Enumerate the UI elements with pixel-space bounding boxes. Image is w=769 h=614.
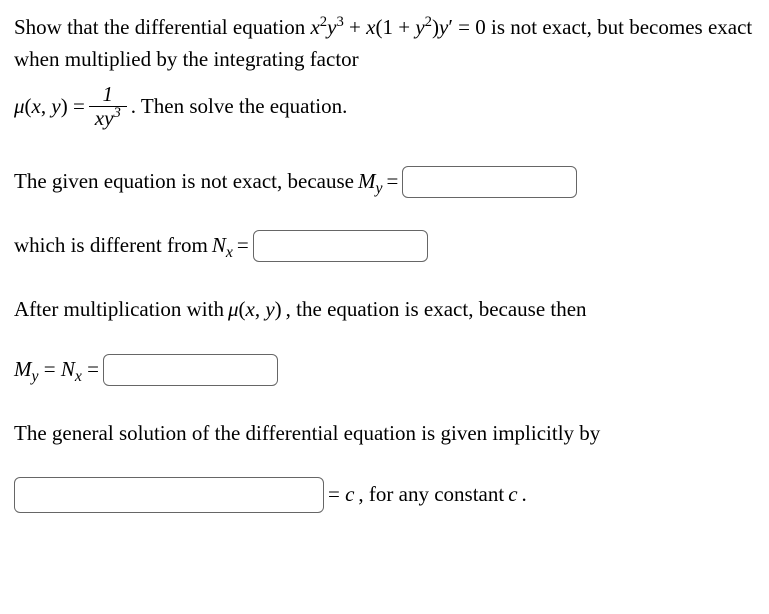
question-1-line: The given equation is not exact, because… — [14, 166, 755, 198]
q6-eq: = c — [328, 479, 354, 511]
fraction: 1 xy3 — [89, 83, 127, 130]
question-5-line: The general solution of the differential… — [14, 418, 755, 450]
q6-period: . — [522, 479, 527, 511]
q3-text2: , the equation is exact, because then — [286, 294, 587, 326]
q1-text: The given equation is not exact, because — [14, 166, 354, 198]
q3-text: After multiplication with — [14, 294, 224, 326]
q6-var2: c — [508, 479, 517, 511]
question-4-line: My = Nx = — [14, 354, 755, 386]
intro-text-3: . Then solve the equation. — [131, 91, 348, 123]
question-2-line: which is different from Nx = — [14, 230, 755, 262]
q3-mu: μ(x, y) — [228, 294, 282, 326]
q2-var: Nx — [212, 230, 233, 262]
q2-eq: = — [237, 230, 249, 262]
question-6-line: = c , for any constant c . — [14, 477, 755, 513]
q4-expr: My = Nx = — [14, 354, 99, 386]
answer-input-nx[interactable] — [253, 230, 428, 262]
answer-input-mynx[interactable] — [103, 354, 278, 386]
mu-lhs: μ(x, y) = — [14, 91, 85, 123]
q5-text: The general solution of the differential… — [14, 418, 600, 450]
fraction-denominator: xy3 — [89, 107, 127, 130]
intro-text-1: Show that the differential equation — [14, 15, 310, 39]
answer-input-my[interactable] — [402, 166, 577, 198]
question-3-line: After multiplication with μ(x, y) , the … — [14, 294, 755, 326]
problem-statement: Show that the differential equation x2y3… — [14, 12, 755, 75]
integrating-factor-line: μ(x, y) = 1 xy3 . Then solve the equatio… — [14, 83, 755, 130]
q1-eq: = — [386, 166, 398, 198]
equation-1: x2y3 + x(1 + y2)y′ = 0 — [310, 15, 485, 39]
answer-input-solution[interactable] — [14, 477, 324, 513]
q6-text: , for any constant — [358, 479, 504, 511]
q1-var: My — [358, 166, 383, 198]
fraction-numerator: 1 — [89, 83, 127, 107]
q2-text: which is different from — [14, 230, 208, 262]
